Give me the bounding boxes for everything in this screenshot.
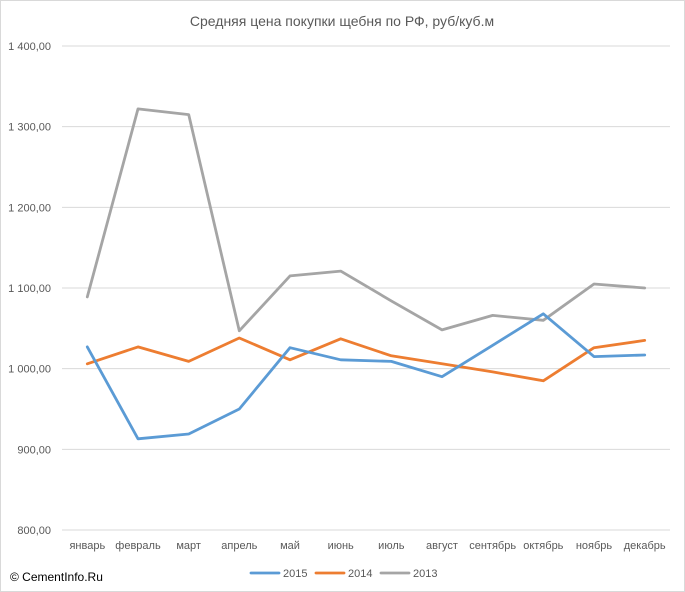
chart-title: Средняя цена покупки щебня по РФ, руб/ку… bbox=[190, 13, 494, 29]
x-tick-label: февраль bbox=[115, 540, 161, 552]
y-tick-label: 1 100,00 bbox=[8, 283, 51, 295]
series-lines bbox=[85, 107, 647, 441]
y-tick-label: 800,00 bbox=[17, 525, 51, 537]
y-tick-label: 1 000,00 bbox=[8, 364, 51, 376]
legend-label-2014: 2014 bbox=[348, 568, 372, 580]
y-axis-tick-labels: 800,00 900,00 1 000,00 1 100,00 1 200,00 1 30… bbox=[8, 41, 51, 537]
legend-label-2013: 2013 bbox=[413, 568, 437, 580]
series-line-2015 bbox=[85, 312, 647, 441]
gridlines bbox=[62, 45, 670, 531]
x-tick-label: декабрь bbox=[624, 540, 666, 552]
y-tick-label: 900,00 bbox=[17, 444, 51, 456]
x-tick-label: август bbox=[426, 540, 458, 552]
x-tick-label: ноябрь bbox=[576, 540, 613, 552]
x-tick-label: апрель bbox=[221, 540, 257, 552]
copyright-text: © CementInfo.Ru bbox=[10, 570, 103, 584]
y-tick-label: 1 300,00 bbox=[8, 122, 51, 134]
x-axis-tick-labels: январь февраль март апрель май июнь июль август… bbox=[69, 540, 665, 552]
x-tick-label: июнь bbox=[328, 540, 354, 552]
y-tick-label: 1 400,00 bbox=[8, 41, 51, 53]
series-line-2014 bbox=[85, 336, 647, 383]
x-tick-label: май bbox=[280, 540, 300, 552]
x-tick-label: октябрь bbox=[523, 540, 563, 552]
x-tick-label: сентябрь bbox=[469, 540, 516, 552]
x-tick-label: март bbox=[176, 540, 201, 552]
series-line-2013 bbox=[85, 107, 647, 333]
legend: 2015 2014 2013 bbox=[249, 568, 437, 580]
y-tick-label: 1 200,00 bbox=[8, 202, 51, 214]
x-tick-label: июль bbox=[378, 540, 405, 552]
legend-label-2015: 2015 bbox=[283, 568, 307, 580]
x-tick-label: январь bbox=[69, 540, 105, 552]
